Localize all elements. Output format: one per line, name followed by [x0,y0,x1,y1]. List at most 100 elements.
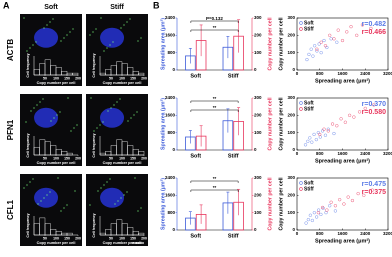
mrna-dot [60,210,62,212]
nucleus [100,107,125,128]
mrna-dot [63,207,65,209]
inset-tick-label: 150 [64,76,70,80]
significance-bracket [190,109,239,112]
mrna-dot [33,107,35,109]
mrna-dot [126,191,128,193]
mrna-dot [23,187,25,189]
inset-tick-label: 150 [64,156,70,160]
micrograph [20,14,82,86]
mrna-dot [57,177,59,179]
x-tick-label: 3200 [383,71,392,76]
scatter-point [370,188,374,192]
scatter-point [329,37,333,41]
mrna-dot [60,40,62,42]
nucleus [34,187,59,208]
y2-tick-label: 200 [254,193,262,198]
scatter-point [357,110,362,114]
scatter-point [340,38,345,43]
mrna-dot [126,21,128,23]
mrna-dot [74,190,76,192]
mrna-dot [120,27,122,29]
nucleus [100,27,125,48]
legend-marker [299,187,303,191]
mrna-dot [23,17,25,19]
mrna-dot [42,98,44,100]
y-tick-label: 2400 [165,175,176,180]
inset-y-label: Cell frequency [92,53,96,77]
nucleus [100,187,125,208]
scatter-point [372,103,376,107]
scatter-point [363,106,367,110]
y-axis-label: Copy number per cell [278,17,284,71]
inset-tick-label: 150 [130,236,136,240]
scatter-point [303,143,308,147]
scatter-point [319,40,323,44]
inset-tick-label: 100 [53,76,59,80]
micrograph [86,174,148,246]
x-tick-label: Stiff [228,233,239,239]
y2-tick-label: 300 [254,15,262,20]
histogram-bar [66,152,73,156]
y-tick-label: 2400 [165,15,176,20]
micrograph [20,174,82,246]
inset-x-label: Copy number per cell [37,81,76,85]
inset-x-label: Copy number per cell [103,161,142,165]
mrna-dot [109,178,111,180]
mrna-dot [29,47,31,49]
inset-tick-label: 100 [53,236,59,240]
mrna-dot [112,41,114,43]
scatter-point [328,204,332,208]
scatter-point [312,132,316,136]
scatter-point [336,28,340,32]
scatter-point [316,131,320,135]
x-tick-label: 0 [296,151,299,156]
legend-label: Soft [304,180,314,186]
mrna-dot [66,204,68,206]
inset-y-label: Cell frequency [26,133,30,157]
scatter-point [322,38,326,43]
mrna-dot [35,41,37,43]
scatter-point [352,115,356,119]
scatter-point [335,124,339,128]
significance-label: ** [213,96,217,101]
mrna-dot [106,181,108,183]
x-tick-label: 1600 [337,71,348,76]
legend-label: Stiff [304,186,314,192]
scatter-point [314,138,318,142]
row-label: ACTB [6,39,15,61]
mrna-dot [53,117,55,119]
mrna-dot [110,107,112,109]
scatter-point [305,57,309,62]
significance-bracket [190,20,239,23]
nucleus [34,107,59,128]
micrograph [86,94,148,166]
y2-tick-label: 100 [254,130,262,135]
micrograph [20,94,82,166]
y2-tick-label: 300 [254,175,262,180]
mrna-dot [103,50,105,52]
significance-bracket [190,180,239,183]
scatter-point [350,198,355,203]
correlation-label: r=0.482 [362,21,386,28]
row-label: PFN1 [6,119,15,140]
histogram-bar [66,232,73,236]
scatter-point [307,52,311,56]
mrna-dot [109,44,111,46]
mrna-dot [129,18,131,20]
inset-tick-label: 50 [109,236,113,240]
scatter-point [316,211,320,215]
mrna-dot [72,28,74,30]
scatter-point [339,117,343,121]
scatter-point [335,40,339,44]
scatter-point [317,42,321,46]
y2-tick-label: 0 [254,67,257,72]
mrna-dot [116,101,118,103]
row-label: CFL1 [6,199,15,220]
mrna-dot [140,37,142,39]
scatter-point [318,135,322,139]
column-header: Stiff [110,4,124,11]
scatter-point [323,44,328,48]
inset-x-label: Copy number per cell [103,81,142,85]
y2-tick-label: 200 [254,113,262,118]
panel-label: A [3,0,10,10]
